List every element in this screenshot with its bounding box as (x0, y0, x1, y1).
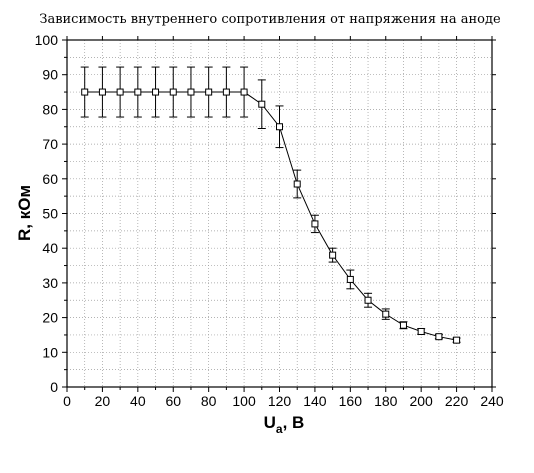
point-marker (81, 88, 89, 96)
point-marker (258, 100, 266, 108)
x-tick-label: 220 (445, 393, 469, 409)
point-marker (134, 88, 142, 96)
x-tick-label: 120 (268, 393, 292, 409)
x-tick-label: 40 (130, 393, 146, 409)
point-marker (453, 336, 461, 344)
y-tick-label: 50 (42, 206, 58, 222)
point-marker (364, 296, 372, 304)
point-marker (98, 88, 106, 96)
point-marker (399, 321, 407, 329)
x-tick-label: 180 (374, 393, 398, 409)
data-point (204, 66, 213, 118)
point-marker (205, 88, 213, 96)
data-point (116, 66, 125, 118)
data-point (169, 66, 178, 118)
data-point (133, 66, 142, 118)
y-axis-label: R, кОм (15, 185, 34, 241)
point-marker (293, 180, 301, 188)
data-point (257, 79, 266, 129)
y-tick-label: 30 (42, 275, 58, 291)
data-point (186, 66, 195, 118)
point-marker (187, 88, 195, 96)
series-line (84, 91, 457, 341)
x-tick-label: 20 (95, 393, 111, 409)
point-marker (169, 88, 177, 96)
point-marker (417, 327, 425, 335)
y-tick-label: 20 (42, 310, 58, 326)
y-tick-label: 90 (42, 67, 58, 83)
data-point (151, 66, 160, 118)
point-marker (152, 88, 160, 96)
x-axis-label: Ua, В (264, 413, 305, 436)
point-marker (276, 123, 283, 131)
grid (67, 40, 492, 387)
data-point (98, 66, 107, 118)
point-marker (240, 88, 248, 96)
x-tick-label: 60 (165, 393, 181, 409)
y-tick-label: 70 (42, 136, 58, 152)
y-tick-label: 0 (50, 379, 58, 395)
y-tick-label: 40 (42, 240, 58, 256)
data-point (417, 327, 426, 335)
point-marker (222, 88, 230, 96)
point-marker (435, 333, 443, 341)
x-tick-label: 240 (480, 393, 504, 409)
data-point (310, 214, 319, 234)
data-point (364, 292, 373, 308)
x-tick-label: 200 (409, 393, 433, 409)
data-point (275, 105, 284, 149)
point-marker (382, 310, 390, 318)
y-tick-label: 60 (42, 171, 58, 187)
data-point (80, 66, 89, 118)
x-tick-label: 140 (303, 393, 327, 409)
point-marker (311, 220, 319, 228)
x-axis-label-subscript: a (276, 422, 283, 436)
data-point (434, 333, 443, 341)
x-tick-label: 100 (232, 393, 256, 409)
x-tick-label: 160 (339, 393, 363, 409)
x-axis-label-rest: , В (283, 413, 305, 432)
y-tick-label: 80 (42, 101, 58, 117)
data-point (293, 169, 302, 199)
point-marker (329, 251, 337, 259)
x-axis-label-main: U (264, 413, 276, 432)
data-point (222, 66, 231, 118)
data-point (328, 247, 337, 263)
data-point (240, 66, 249, 118)
point-marker (116, 88, 124, 96)
data-point (452, 336, 461, 344)
x-tick-label: 80 (201, 393, 217, 409)
chart-title: Зависимость внутреннего сопротивления от… (39, 12, 501, 27)
y-tick-label: 100 (35, 32, 59, 48)
point-marker (346, 275, 354, 283)
data-point (399, 321, 408, 330)
axis-ticks: 0 20 40 60 80 100 120 140 160 180 200 220 240 0 10 20 30… (35, 32, 504, 409)
y-tick-label: 10 (42, 344, 58, 360)
data-point (346, 269, 355, 290)
x-tick-label: 0 (63, 393, 71, 409)
data-point (381, 308, 390, 320)
data-series (80, 66, 461, 344)
